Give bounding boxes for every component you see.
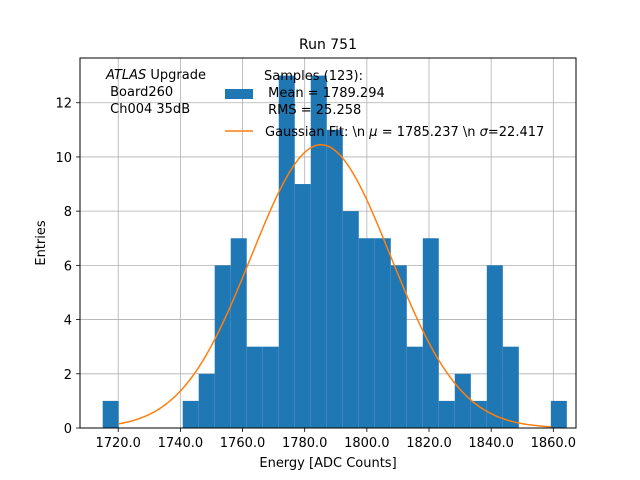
histogram-bar [182, 400, 199, 428]
atlas-annotation: ATLAS Upgrade Board260 Ch004 35dB [105, 68, 206, 117]
x-tick-label: 1780.0 [282, 436, 328, 451]
x-tick-label: 1800.0 [344, 436, 390, 451]
x-tick-label: 1820.0 [406, 436, 452, 451]
histogram-bar [358, 238, 375, 428]
annotation-line-3: Ch004 35dB [106, 102, 190, 117]
x-axis-ticks: 1720.0 1740.0 1760.0 1780.0 1800.0 1820.0 1840… [95, 428, 576, 451]
y-tick-label: 12 [55, 97, 72, 112]
annotation-line-1: ATLAS Upgrade [105, 68, 206, 83]
histogram-bar [102, 400, 119, 428]
chart-title: Run 751 [299, 37, 357, 53]
histogram-bar [214, 265, 231, 428]
x-axis-label: Energy [ADC Counts] [259, 456, 396, 471]
legend-hist-label-line-1: Samples (123): [264, 69, 363, 84]
histogram-bar [550, 400, 567, 428]
y-axis-label: Entries [34, 220, 49, 266]
legend-fit-part-2: = 1785.237 \n [378, 125, 480, 140]
y-tick-label: 0 [64, 422, 72, 437]
histogram-bars [102, 75, 567, 429]
legend-hist-label-line-2: Mean = 1789.294 [264, 86, 385, 101]
plot-frame [79, 57, 577, 429]
x-tick-label: 1840.0 [468, 436, 514, 451]
legend-fit-label: Gaussian Fit: \n μ = 1785.237 \n σ=22.41… [265, 125, 544, 140]
histogram-bar [390, 265, 407, 428]
histogram-bar [438, 400, 455, 428]
y-tick-label: 10 [55, 151, 72, 166]
histogram-bar [310, 75, 327, 428]
annotation-atlas-word: ATLAS [105, 68, 146, 83]
y-tick-label: 4 [64, 314, 72, 329]
histogram-bar [454, 373, 471, 428]
x-tick-label: 1760.0 [220, 436, 266, 451]
legend-hist-label-line-3: RMS = 25.258 [264, 103, 361, 118]
histogram-bar [422, 238, 439, 428]
histogram-bar [470, 400, 487, 428]
gaussian-fit-curve [118, 143, 551, 428]
histogram-bar [262, 346, 279, 428]
legend-hist-swatch [225, 89, 253, 99]
histogram-bar [278, 75, 295, 428]
y-tick-label: 6 [64, 259, 72, 274]
legend-fit-mu-symbol: μ [368, 125, 377, 140]
x-tick-label: 1720.0 [95, 436, 141, 451]
y-tick-label: 2 [64, 368, 72, 383]
histogram-bar [342, 211, 359, 428]
histogram-bar [294, 184, 311, 428]
y-tick-label: 8 [64, 205, 72, 220]
histogram-bar [230, 238, 247, 428]
annotation-line-2: Board260 [106, 85, 173, 100]
legend: Samples (123): Mean = 1789.294 RMS = 25.… [225, 69, 544, 140]
legend-fit-sigma-symbol: σ [480, 125, 489, 140]
histogram-bar [198, 373, 215, 428]
histogram-bar [502, 346, 519, 428]
histogram-bar [406, 346, 423, 428]
annotation-upgrade-word: Upgrade [146, 68, 206, 83]
x-tick-label: 1740.0 [158, 436, 204, 451]
legend-fit-part-1: Gaussian Fit: \n [265, 125, 369, 140]
histogram-bar [374, 238, 391, 428]
legend-fit-part-3: =22.417 [488, 125, 544, 140]
histogram-bar [246, 346, 263, 428]
y-axis-ticks: 0 2 4 6 8 10 12 [55, 97, 80, 437]
x-tick-label: 1860.0 [531, 436, 577, 451]
histogram-bar [326, 129, 343, 429]
histogram-bar [486, 265, 503, 428]
